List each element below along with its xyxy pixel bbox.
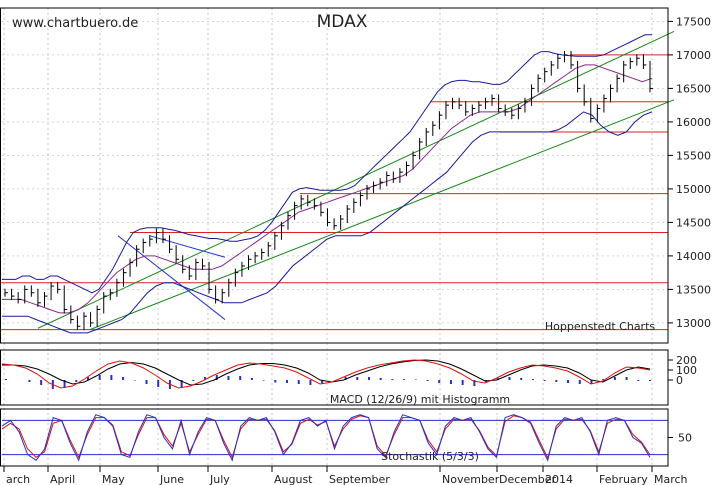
trend-lines [37, 30, 675, 331]
x-tick-label: arch [6, 473, 30, 485]
y-tick-label: 17000 [676, 49, 711, 62]
macd-y-tick-label: 200 [676, 354, 697, 367]
macd-panel [1, 359, 651, 389]
bollinger-lower-line [2, 111, 653, 334]
x-tick-label: May [102, 473, 125, 485]
y-tick-label: 13000 [676, 317, 711, 330]
stochastic-label: Stochastik (5/3/3) [381, 450, 479, 463]
panel-frame [0, 349, 669, 406]
x-tick-label: December [499, 473, 557, 485]
macd-line [1, 359, 651, 389]
y-tick-label: 16500 [676, 82, 711, 95]
channel-line [117, 235, 226, 320]
macd-y-tick-label: 0 [676, 374, 683, 387]
macd-y-tick-label: 100 [676, 364, 697, 377]
moving-average [2, 64, 653, 314]
x-tick-label: April [50, 473, 75, 485]
x-tick-label: November [442, 473, 500, 485]
macd-label: MACD (12/26/9) mit Histogramm [330, 393, 510, 406]
x-tick-label: June [159, 473, 184, 485]
trend-line [37, 30, 675, 329]
axes: arch April May June July August September Novem… [0, 7, 711, 485]
stochastic-y-tick-label: 50 [678, 432, 692, 445]
y-tick-label: 15500 [676, 149, 711, 162]
panel-frame [0, 7, 669, 344]
trend-line [89, 99, 675, 331]
x-tick-label: March [654, 473, 688, 485]
credit-label: Hoppenstedt Charts [545, 320, 656, 333]
chart-title: MDAX [317, 12, 368, 32]
watermark: www.chartbuero.de [12, 16, 138, 31]
x-tick-label: August [274, 473, 313, 485]
stochastic-panel [1, 414, 668, 462]
macd-signal-line [2, 359, 651, 386]
y-tick-label: 15000 [676, 183, 711, 196]
y-tick-label: 16000 [676, 116, 711, 129]
x-tick-label: July [209, 473, 230, 485]
y-tick-label: 17500 [676, 15, 711, 28]
y-tick-label: 14500 [676, 216, 711, 229]
support-resistance-lines [0, 54, 668, 331]
x-tick-label: September [329, 473, 390, 485]
moving-average-line [2, 64, 653, 314]
stochastic-k-line [1, 414, 651, 462]
bollinger-upper-line [2, 34, 652, 294]
x-tick-label: 2014 [545, 473, 573, 485]
price-bars [4, 50, 653, 331]
y-tick-label: 13500 [676, 283, 711, 296]
x-tick-label: February [599, 473, 648, 485]
y-tick-label: 14000 [676, 250, 711, 263]
bollinger-bands [2, 34, 653, 334]
